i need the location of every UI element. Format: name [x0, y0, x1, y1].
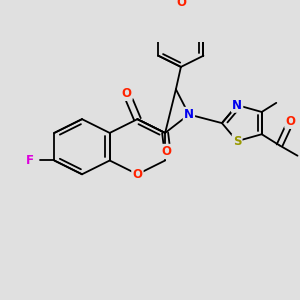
Text: N: N	[184, 108, 194, 121]
Text: F: F	[26, 154, 34, 167]
Text: O: O	[132, 168, 142, 181]
Text: N: N	[232, 99, 242, 112]
Text: S: S	[233, 135, 242, 148]
Text: O: O	[122, 87, 131, 100]
Text: O: O	[162, 145, 172, 158]
Text: O: O	[176, 0, 186, 9]
Text: O: O	[286, 115, 296, 128]
